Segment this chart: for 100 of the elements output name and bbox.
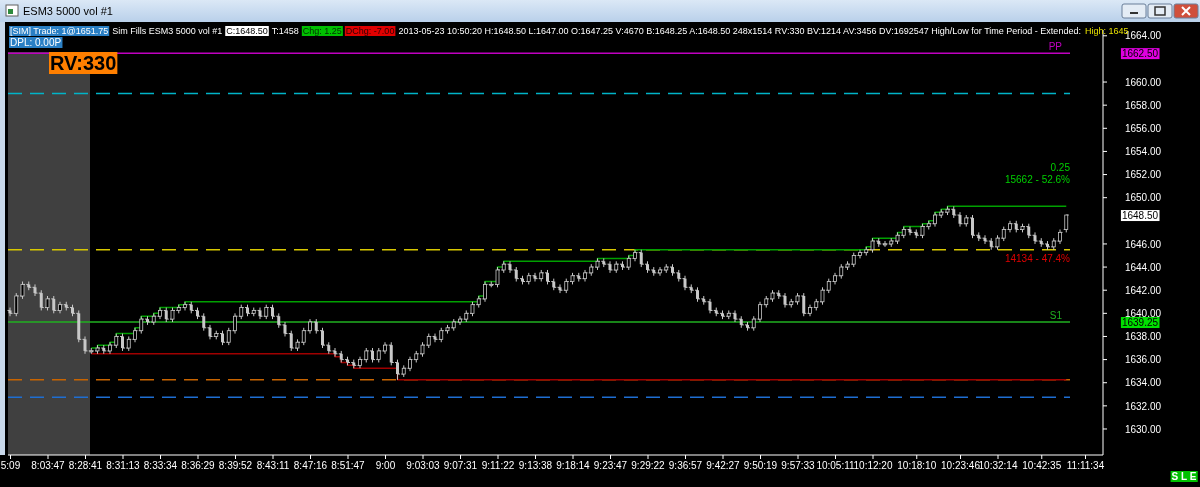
candlestick xyxy=(83,335,87,355)
candlestick xyxy=(52,295,56,314)
candlestick xyxy=(802,292,806,317)
x-tick-label: 10:42:35 xyxy=(1022,460,1062,472)
y-tick-label: 1646.00 xyxy=(1124,238,1162,250)
ref-line-label: PP xyxy=(1048,41,1063,53)
candlestick xyxy=(258,307,262,320)
candlestick xyxy=(102,344,106,355)
annotation: 15662 - 52.6% xyxy=(1004,174,1071,185)
candlestick xyxy=(27,281,31,291)
candlestick xyxy=(77,309,81,343)
candlestick xyxy=(308,318,312,335)
candlestick xyxy=(1008,220,1012,233)
annotation: DChg: -7.00 xyxy=(345,26,395,36)
x-tick-label: 9:23:47 xyxy=(593,460,628,472)
y-tick-label: 1642.00 xyxy=(1124,284,1162,296)
x-tick-label: 8:28:41 xyxy=(68,460,103,472)
candlestick xyxy=(327,341,331,355)
candlestick xyxy=(352,359,356,369)
x-tick-label: 8:31:13 xyxy=(106,460,141,472)
x-tick-label: 9:29:22 xyxy=(631,460,666,472)
x-tick-label: 9:36:57 xyxy=(668,460,703,472)
candlestick xyxy=(633,249,637,262)
annotation: C:1648.50 xyxy=(226,26,268,36)
text: 1662.50 xyxy=(1121,48,1159,60)
candlestick xyxy=(408,356,412,372)
candlestick xyxy=(858,249,862,259)
annotation: Sim Fills ESM3 5000 vol #1 xyxy=(112,26,223,36)
candlestick xyxy=(108,341,112,355)
candlestick xyxy=(1064,214,1069,233)
annotation: 0.25 xyxy=(1050,162,1071,173)
annotation: T:1458 xyxy=(271,26,299,36)
x-tick-label: 9:07:31 xyxy=(443,460,478,472)
candlestick xyxy=(133,327,137,343)
candlestick xyxy=(777,289,781,300)
y-tick-label: 1650.00 xyxy=(1124,192,1162,204)
annotation: Chg: 1.25 xyxy=(302,26,342,36)
candlestick xyxy=(683,275,687,291)
candlestick xyxy=(283,321,287,337)
candlestick xyxy=(977,231,981,242)
x-tick-label: 10:12:20 xyxy=(853,460,893,472)
y-tick-label: 1636.00 xyxy=(1124,354,1162,366)
candlestick xyxy=(508,260,512,274)
x-tick-label: 9:18:14 xyxy=(556,460,591,472)
x-tick-label: 9:13:38 xyxy=(518,460,553,472)
candlestick xyxy=(721,309,724,320)
candlestick xyxy=(33,283,37,297)
y-tick-label: 1660.00 xyxy=(1124,76,1162,88)
candlestick xyxy=(583,269,587,283)
x-tick-label: 8:51:47 xyxy=(331,460,366,472)
candlestick xyxy=(183,301,187,311)
x-tick-label: 10:18:10 xyxy=(897,460,937,472)
text: 1648.50 xyxy=(1121,210,1159,222)
candlestick xyxy=(1027,223,1031,239)
candlestick xyxy=(1033,231,1037,245)
candlestick xyxy=(533,272,537,283)
candlestick xyxy=(602,257,606,268)
candlestick xyxy=(458,315,462,326)
x-tick-label: 11:11:34 xyxy=(1066,460,1105,472)
candlestick xyxy=(677,269,681,283)
annotation: DPL: 0.00P xyxy=(10,37,62,48)
candlestick xyxy=(808,304,812,317)
candlestick xyxy=(233,312,237,335)
candlestick xyxy=(952,205,956,219)
y-tick-label: 1652.00 xyxy=(1124,169,1162,181)
candlestick xyxy=(1058,228,1062,245)
y-tick-label: 1658.00 xyxy=(1124,99,1162,111)
x-tick-label: 8:33:34 xyxy=(143,460,178,472)
candlestick xyxy=(908,226,912,236)
y-tick-label: 1644.00 xyxy=(1124,261,1162,273)
candlestick xyxy=(833,272,837,285)
candlestick xyxy=(746,321,749,332)
x-tick-label: 9:42:27 xyxy=(706,460,741,472)
candlestick xyxy=(577,272,581,283)
candlestick xyxy=(608,260,612,274)
candlestick xyxy=(983,234,987,245)
candlestick xyxy=(383,341,387,355)
ref-line-label: S1 xyxy=(1049,310,1063,322)
candlestick xyxy=(895,231,900,245)
candlestick xyxy=(202,312,206,332)
x-tick-label: 8:43:11 xyxy=(256,460,290,472)
candlestick xyxy=(208,324,212,340)
candlestick xyxy=(433,333,437,343)
text: 1639.25 xyxy=(1121,317,1159,329)
y-tick-label: 1640.00 xyxy=(1124,308,1162,320)
text: S L E xyxy=(1171,471,1197,482)
x-tick-label: 9:57:33 xyxy=(781,460,816,472)
candlestick xyxy=(621,260,624,271)
candlestick xyxy=(783,292,787,309)
x-tick-label: 9:00 xyxy=(375,460,396,472)
x-tick-label: 10:32:14 xyxy=(978,460,1018,472)
annotation: 14134 - 47.4% xyxy=(1004,253,1071,264)
candlestick xyxy=(358,356,362,369)
x-tick-label: 8:36:29 xyxy=(181,460,216,472)
y-tick-label: 1654.00 xyxy=(1124,146,1162,158)
x-tick-label: 5:09 xyxy=(0,460,21,472)
candlestick xyxy=(652,266,656,277)
chart-title: ESM3 5000 vol #1 xyxy=(23,5,113,17)
annotation: RV:330 xyxy=(50,52,117,74)
x-tick-label: 8:03:47 xyxy=(31,460,66,472)
